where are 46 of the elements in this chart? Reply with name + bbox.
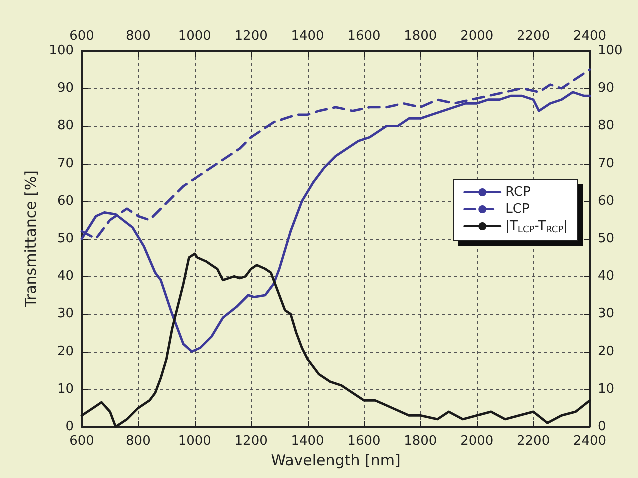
x-tick-label: 1000 — [178, 434, 212, 449]
y-tick-label: 20 — [57, 344, 74, 360]
y-tick-label: 30 — [57, 306, 74, 322]
x-tick-label: 1800 — [404, 434, 438, 449]
y2-tick-label: 100 — [598, 44, 623, 58]
legend-label: RCP — [506, 185, 532, 200]
x2-tick-label: 1000 — [178, 29, 212, 44]
y2-tick-label: 90 — [598, 81, 615, 96]
x2-tick-label: 2400 — [573, 29, 607, 44]
y2-tick-label: 50 — [598, 232, 615, 246]
y-tick-label: 80 — [57, 118, 74, 134]
y-tick-label: 0 — [66, 420, 74, 434]
x-tick-label: 800 — [126, 434, 151, 449]
y-tick-label: 40 — [57, 269, 74, 284]
y2-tick-label: 0 — [598, 420, 606, 434]
x2-tick-label: 600 — [70, 29, 94, 44]
x2-tick-label: 1400 — [291, 29, 324, 44]
x2-tick-label: 2200 — [517, 29, 550, 44]
y-tick-label: 100 — [49, 44, 74, 58]
y2-tick-label: 20 — [598, 344, 615, 360]
x-tick-label: 2200 — [517, 434, 550, 449]
y-tick-label: 10 — [57, 382, 74, 397]
x-tick-label: 1200 — [234, 434, 268, 449]
y2-tick-label: 30 — [598, 306, 615, 322]
x-tick-label: 1600 — [348, 434, 381, 449]
x2-tick-label: 2000 — [460, 29, 494, 44]
y2-tick-label: 80 — [598, 118, 615, 134]
y-tick-label: 50 — [57, 232, 74, 246]
legend-label: LCP — [506, 202, 530, 217]
y-tick-label: 60 — [57, 194, 74, 209]
x2-tick-label: 1600 — [348, 29, 381, 44]
x-tick-label: 600 — [70, 434, 94, 449]
y-axis-title: Transmittance [%] — [22, 170, 40, 309]
x-tick-label: 2000 — [460, 434, 494, 449]
x-axis-title: Wavelength [nm] — [271, 452, 401, 470]
y2-tick-label: 10 — [598, 382, 615, 397]
x2-tick-label: 1200 — [234, 29, 268, 44]
x-tick-label: 2400 — [573, 434, 607, 449]
x2-tick-label: 1800 — [404, 29, 438, 44]
x-tick-label: 1400 — [291, 434, 324, 449]
y2-tick-label: 70 — [598, 156, 615, 172]
y2-tick-label: 40 — [598, 269, 615, 284]
y-tick-label: 70 — [57, 156, 74, 172]
x2-tick-label: 800 — [126, 29, 151, 44]
y2-tick-label: 60 — [598, 194, 615, 209]
y-tick-label: 90 — [57, 81, 74, 96]
